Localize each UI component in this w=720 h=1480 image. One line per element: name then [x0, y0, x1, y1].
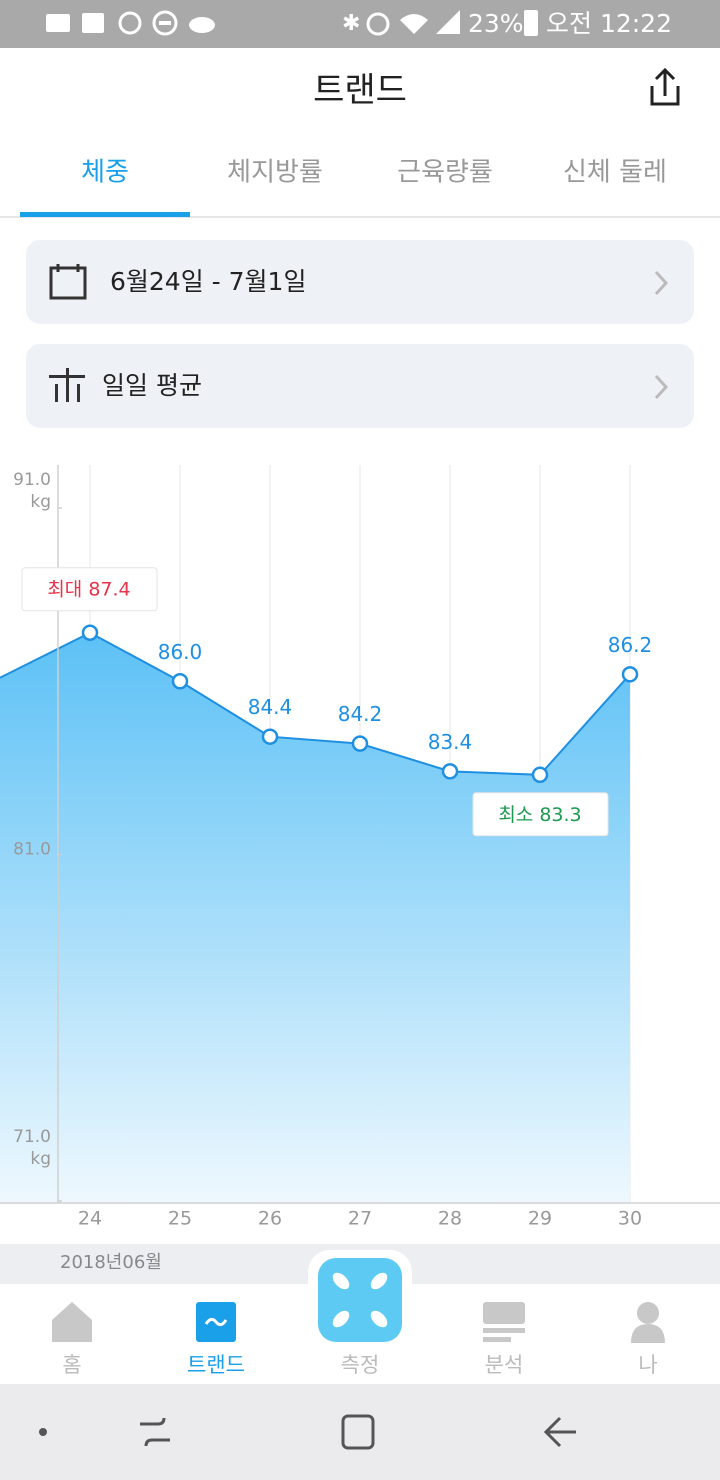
nav-item[interactable]: 측정	[341, 1353, 380, 1377]
min-callout	[472, 792, 609, 837]
chevron	[654, 270, 669, 296]
system-nav-buttons	[39, 1414, 576, 1450]
tab[interactable]: 근육량률	[397, 158, 493, 188]
calendar-icon	[49, 264, 87, 300]
nav-item[interactable]: 홈	[62, 1353, 81, 1377]
trend-icon-wave	[204, 1317, 228, 1327]
data-point	[441, 763, 459, 780]
callout-prefix: 최대	[47, 578, 82, 600]
data-point	[621, 666, 639, 683]
nav-item[interactable]: 분석	[485, 1353, 524, 1377]
value-label: 83.4	[428, 730, 473, 754]
value-label: 83.3	[539, 803, 581, 825]
tab-active[interactable]: 체중	[81, 158, 129, 188]
tab-divider	[0, 216, 720, 218]
callout-prefix: 최소	[498, 803, 533, 825]
y-unit: kg	[30, 492, 51, 512]
max-callout	[21, 567, 158, 612]
x-tick-label: 27	[348, 1208, 372, 1230]
nav-item-active[interactable]: 트랜드	[187, 1353, 245, 1377]
value-label: 86.0	[158, 640, 203, 664]
data-point	[261, 728, 279, 745]
date-range-card[interactable]	[26, 240, 694, 324]
data-point	[171, 673, 189, 690]
nav-item[interactable]: 나	[638, 1353, 657, 1377]
tab[interactable]: 신체 둘레	[563, 158, 667, 188]
home-icon	[52, 1302, 92, 1342]
value-label: 86.2	[608, 633, 653, 657]
status-icons	[46, 10, 538, 36]
aggregation-card[interactable]	[26, 344, 694, 428]
measure-icon-pads	[332, 1272, 388, 1328]
analysis-icon	[483, 1302, 525, 1342]
screen-title: 트랜드	[313, 71, 407, 111]
average-icon	[49, 368, 85, 402]
y-unit: kg	[30, 1149, 51, 1169]
y-tick-label: 91.0	[13, 470, 51, 490]
x-tick-label: 29	[528, 1208, 552, 1230]
aggregation: 일일 평균	[102, 371, 202, 400]
clock: 오전 12:22	[546, 9, 672, 38]
battery-text: 23%	[468, 9, 524, 38]
max-label: 최대 87.4	[47, 578, 130, 600]
y-tick-label: 81.0	[13, 840, 51, 860]
x-tick-label: 26	[258, 1208, 282, 1230]
profile-icon	[631, 1302, 665, 1343]
x-tick-label: 28	[438, 1208, 462, 1230]
tab[interactable]: 체지방률	[227, 158, 323, 188]
min-label: 최소 83.3	[498, 803, 581, 825]
data-point	[531, 766, 549, 784]
measure-icon	[318, 1258, 402, 1342]
date-range: 6월24일 - 7월1일	[110, 267, 306, 296]
value-label: 84.4	[248, 695, 293, 719]
data-point	[81, 624, 99, 641]
bluetooth-icon: ✱	[342, 11, 360, 36]
value-label: 87.4	[88, 578, 130, 600]
system-nav	[0, 1384, 720, 1480]
data-point	[351, 735, 369, 752]
weight-line	[0, 631, 631, 776]
month-label: 2018년06월	[60, 1252, 162, 1273]
area-fill	[0, 632, 630, 1203]
tab-indicator	[20, 212, 190, 217]
x-tick-label: 24	[78, 1208, 102, 1230]
share-button[interactable]	[650, 67, 680, 106]
value-label: 84.2	[338, 702, 383, 726]
x-tick-label: 25	[168, 1208, 192, 1230]
chevron	[654, 374, 669, 400]
y-tick-label: 71.0	[13, 1127, 51, 1147]
x-tick-label: 30	[618, 1208, 642, 1230]
